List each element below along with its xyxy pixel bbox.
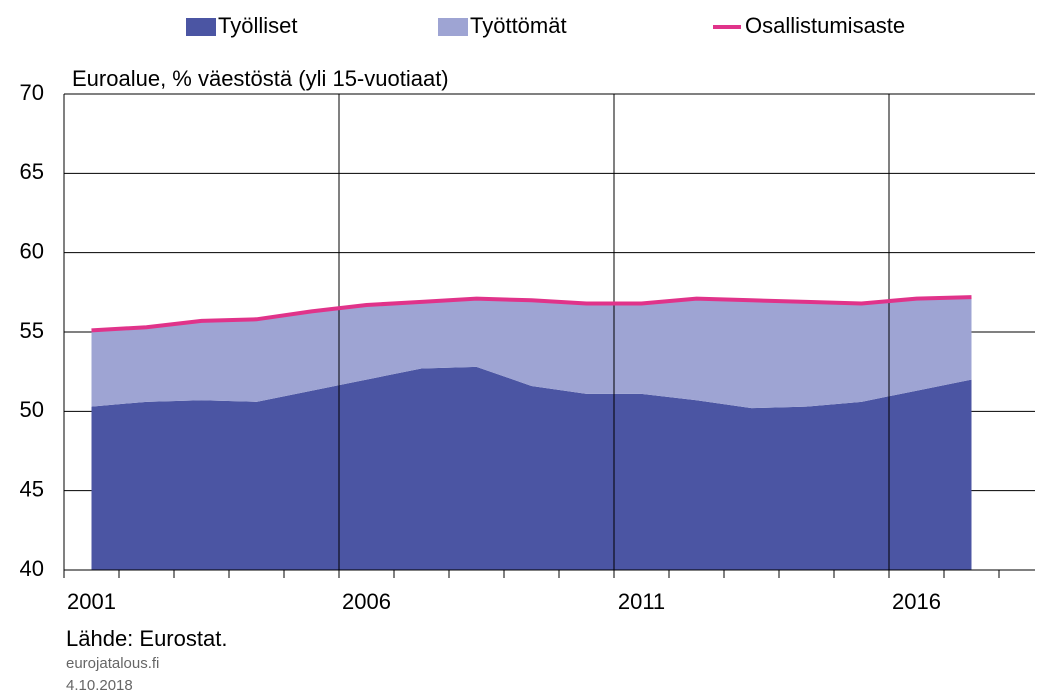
x-tick-label: 2011 (618, 589, 665, 614)
line (91, 295, 972, 333)
y-tick-label: 70 (20, 80, 44, 105)
source: Lähde: Eurostat. (66, 626, 227, 651)
legend-swatch (438, 18, 468, 36)
x-tick-label: 2001 (67, 589, 116, 614)
chart-subtitle: Euroalue, % väestöstä (yli 15-vuotiaat) (72, 66, 449, 91)
legend: Työlliset Työttömät Osallistumisaste (186, 13, 905, 38)
y-tick-label: 50 (20, 397, 44, 422)
area (91, 366, 972, 570)
legend-swatch (186, 18, 216, 36)
date: 4.10.2018 (66, 677, 133, 694)
x-tick-label: 2016 (892, 589, 941, 614)
y-tick-label: 40 (20, 556, 44, 581)
y-tick-label: 65 (20, 159, 44, 184)
legend-label: Työttömät (470, 13, 567, 38)
site: eurojatalous.fi (66, 655, 159, 672)
legend-label: Osallistumisaste (745, 13, 905, 38)
area (91, 297, 972, 409)
y-tick-label: 55 (20, 318, 44, 343)
legend-label: Työlliset (218, 13, 297, 38)
x-tick-label: 2006 (342, 589, 391, 614)
y-tick-label: 60 (20, 238, 44, 263)
y-tick-label: 45 (20, 476, 44, 501)
